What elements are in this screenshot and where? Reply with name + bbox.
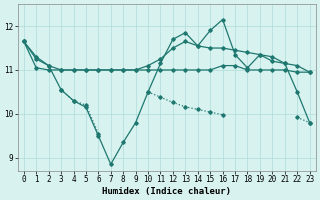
X-axis label: Humidex (Indice chaleur): Humidex (Indice chaleur) bbox=[102, 187, 231, 196]
